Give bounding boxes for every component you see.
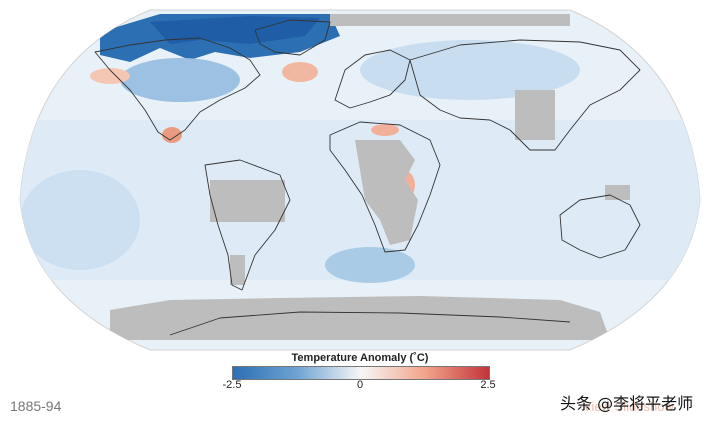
period-label: 1885-94 [10, 398, 62, 414]
europe-outline [334, 49, 411, 109]
amazon-no-data [210, 180, 285, 222]
color-legend: Temperature Anomaly (˚C) -2.5 0 2.5 [220, 350, 500, 391]
north-america-cool-anomaly [120, 58, 240, 102]
south-atlantic-cool-patch [325, 247, 415, 283]
central-america-warm-anomaly [162, 127, 182, 143]
legend-mid-label: 0 [356, 379, 364, 391]
watermark: 头条 @李将平老师 [560, 394, 694, 413]
australia-no-data [605, 185, 630, 200]
asia-outline [409, 39, 641, 151]
antarctica-outline [169, 311, 571, 336]
australia-outline [559, 194, 641, 259]
greenland-outline [254, 19, 331, 56]
north-america-outline [94, 37, 261, 141]
pacific-cool-patch [20, 170, 140, 270]
south-america-outline [204, 159, 291, 291]
arctic-no-data [330, 14, 570, 26]
legend-color-bar [232, 366, 490, 380]
africa-outline [329, 121, 441, 253]
africa-no-data [355, 140, 418, 245]
asia-cool-anomaly [360, 40, 580, 100]
sahel-warm-anomaly [371, 124, 399, 136]
south-america-tip-no-data [230, 255, 245, 285]
legend-max-label: 2.5 [480, 379, 496, 391]
legend-min-label: -2.5 [222, 379, 242, 391]
legend-title: Temperature Anomaly (˚C) [291, 352, 429, 364]
antarctica-no-data [110, 296, 610, 340]
greenland-core-cold-anomaly [150, 16, 320, 44]
atlantic-warm-anomaly [282, 62, 318, 82]
view-slideshow-link[interactable]: View Slideshow [583, 399, 674, 414]
asia-no-data [515, 90, 555, 140]
